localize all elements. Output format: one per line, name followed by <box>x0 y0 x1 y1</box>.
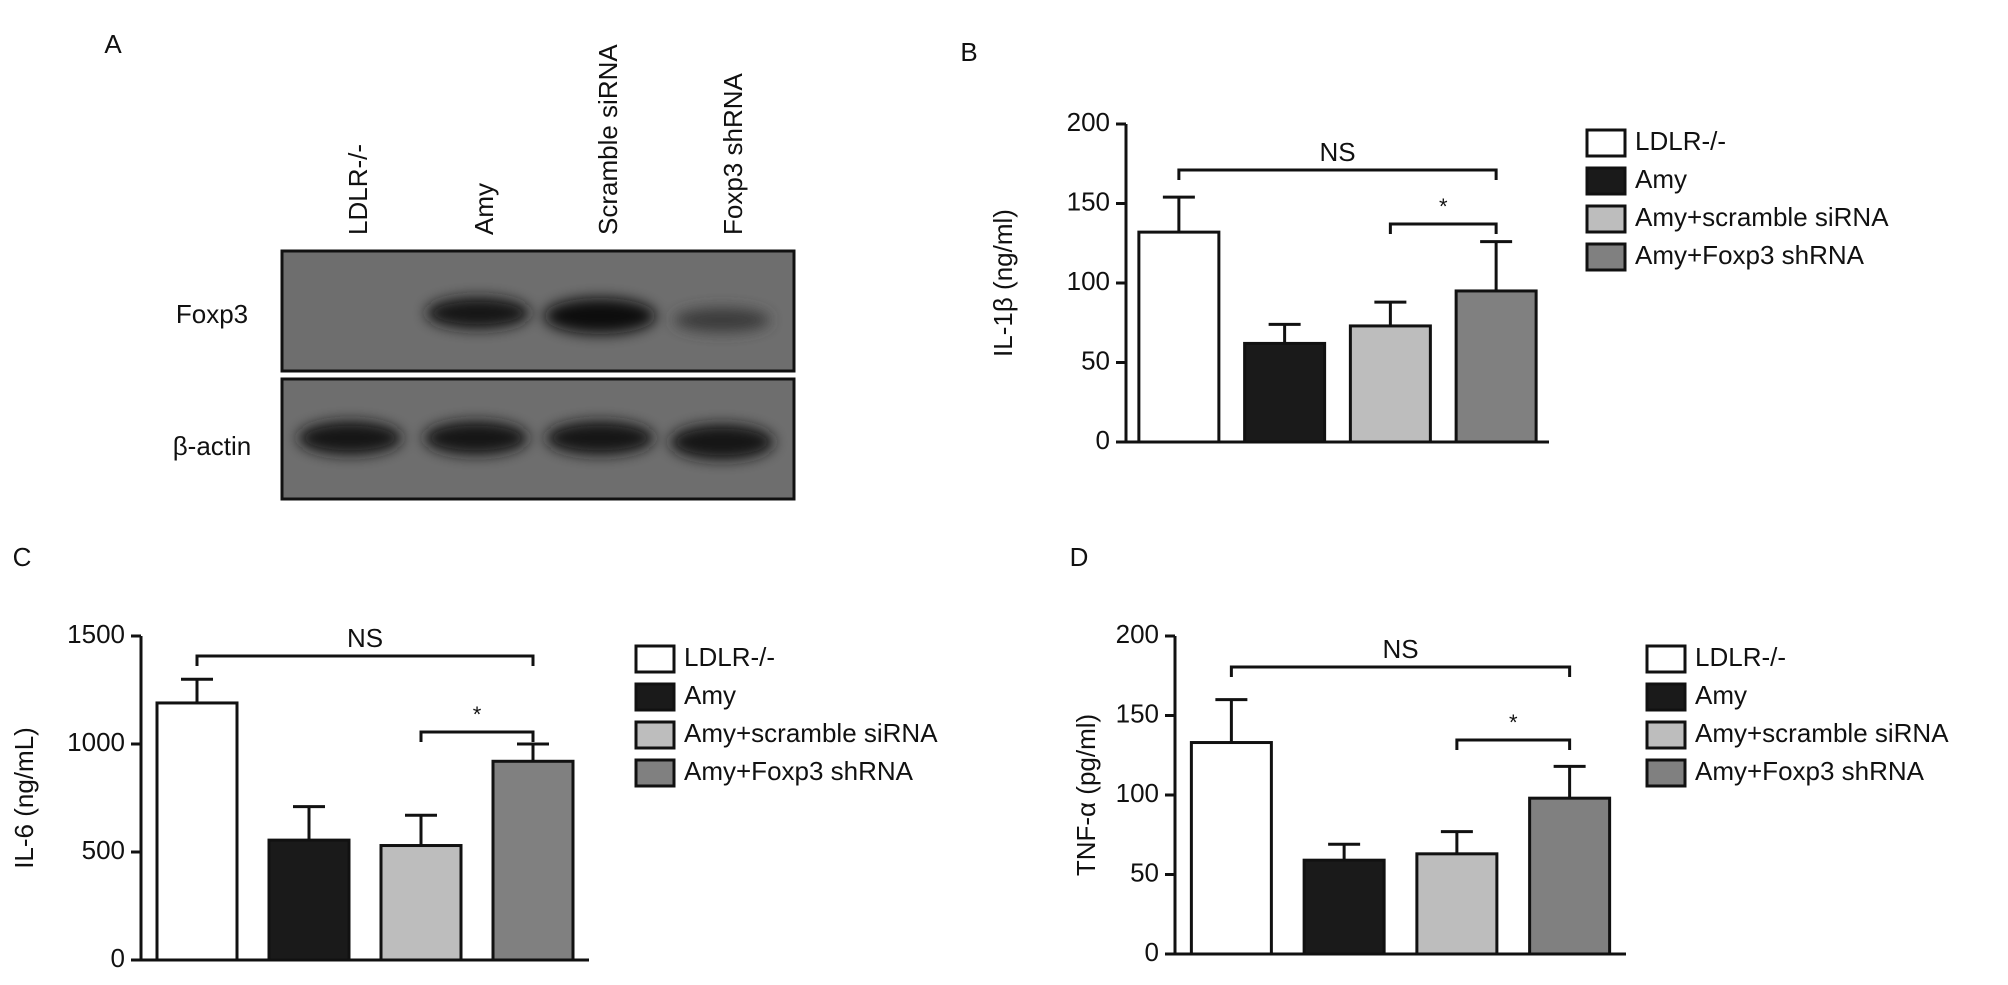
bar <box>267 838 351 962</box>
y-tick-label: 150 <box>1116 698 1159 728</box>
legend-label: Amy+scramble siRNA <box>1635 202 1889 232</box>
legend-label: Amy+Foxp3 shRNA <box>1635 240 1865 270</box>
band <box>426 297 530 329</box>
western-blot: LDLR-/- Amy Scramble siRNA Foxp3 shRNA F… <box>173 44 796 501</box>
bracket <box>195 654 535 666</box>
panel-label: B <box>960 37 977 67</box>
bracket <box>1388 222 1498 234</box>
legend-swatch <box>634 758 676 788</box>
band <box>670 424 774 460</box>
annotation: NS <box>1319 137 1355 167</box>
y-tick-label: 0 <box>1145 937 1159 967</box>
y-axis-label: IL-6 (ng/mL) <box>9 727 39 869</box>
bar <box>1302 858 1386 956</box>
band <box>424 421 528 455</box>
y-axis-label: IL-1β (ng/ml) <box>988 209 1018 357</box>
legend-swatch <box>1585 166 1627 196</box>
y-tick-label: 50 <box>1081 345 1110 375</box>
bar <box>379 844 463 962</box>
annotation: * <box>1509 710 1518 735</box>
legend-label: Amy <box>684 680 736 710</box>
legend-label: Amy <box>1635 164 1687 194</box>
y-tick-label: 100 <box>1116 778 1159 808</box>
legend-swatch <box>1585 128 1627 158</box>
bar <box>1528 796 1612 956</box>
legend-swatch <box>634 720 676 750</box>
panel-label: D <box>1070 542 1089 572</box>
bar <box>155 701 239 962</box>
annotation: * <box>1439 194 1448 219</box>
legend-swatch <box>1645 682 1687 712</box>
legend-swatch <box>1645 644 1687 674</box>
legend-swatch <box>634 644 676 674</box>
row-label: Foxp3 <box>176 299 248 329</box>
legend-swatch <box>1645 720 1687 750</box>
legend-label: LDLR-/- <box>1635 126 1726 156</box>
legend-label: LDLR-/- <box>684 642 775 672</box>
bar <box>491 759 575 962</box>
lane-label: LDLR-/- <box>343 144 373 235</box>
legend-swatch <box>1585 204 1627 234</box>
y-tick-label: 1000 <box>67 727 125 757</box>
legend-label: Amy <box>1695 680 1747 710</box>
legend-label: Amy+Foxp3 shRNA <box>684 756 914 786</box>
lane-label: Amy <box>469 183 499 235</box>
annotation: NS <box>347 623 383 653</box>
y-tick-label: 1500 <box>67 619 125 649</box>
bar <box>1189 741 1273 956</box>
band <box>674 308 770 332</box>
y-tick-label: 50 <box>1130 857 1159 887</box>
legend-label: Amy+scramble siRNA <box>1695 718 1949 748</box>
bracket <box>1177 168 1498 180</box>
bracket <box>1229 665 1572 677</box>
bar <box>1454 289 1538 444</box>
band <box>544 298 656 334</box>
band <box>546 421 654 455</box>
band <box>298 421 402 455</box>
bar <box>1348 324 1432 444</box>
panel-label: C <box>13 542 32 572</box>
y-tick-label: 100 <box>1067 266 1110 296</box>
legend-label: Amy+Foxp3 shRNA <box>1695 756 1925 786</box>
annotation: NS <box>1382 634 1418 664</box>
row-label: β-actin <box>173 431 252 461</box>
bar <box>1415 852 1499 956</box>
legend-swatch <box>1645 758 1687 788</box>
y-tick-label: 200 <box>1116 619 1159 649</box>
lane-label: Foxp3 shRNA <box>718 73 748 235</box>
y-tick-label: 200 <box>1067 107 1110 137</box>
bracket <box>419 730 535 742</box>
y-tick-label: 150 <box>1067 186 1110 216</box>
panel-label: A <box>104 29 122 59</box>
annotation: * <box>473 702 482 727</box>
lane-label: Scramble siRNA <box>593 44 623 235</box>
y-tick-label: 0 <box>111 943 125 973</box>
bar <box>1137 230 1221 444</box>
legend-label: LDLR-/- <box>1695 642 1786 672</box>
legend-swatch <box>634 682 676 712</box>
legend-swatch <box>1585 242 1627 272</box>
legend-label: Amy+scramble siRNA <box>684 718 938 748</box>
bar <box>1243 341 1327 444</box>
y-tick-label: 500 <box>82 835 125 865</box>
bands <box>298 297 774 460</box>
y-tick-label: 0 <box>1096 425 1110 455</box>
bracket <box>1455 738 1572 750</box>
y-axis-label: TNF-α (pg/ml) <box>1071 714 1101 876</box>
